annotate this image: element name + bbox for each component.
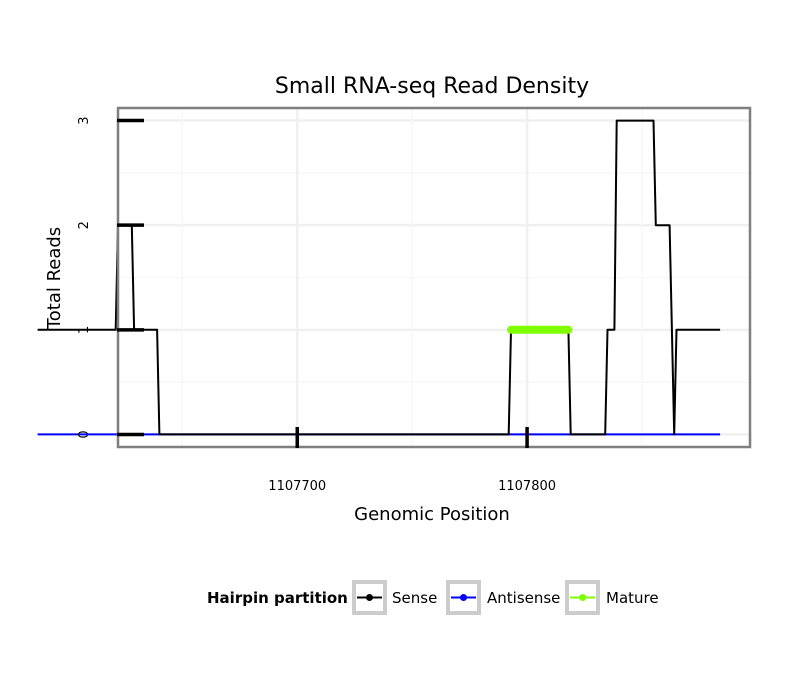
series-layer	[37, 119, 721, 436]
legend-label-mature: Mature	[606, 589, 659, 607]
legend-key-mature-dot	[579, 594, 586, 601]
legend-item-antisense: Antisense	[446, 580, 560, 615]
y-axis-label: Total Reads	[44, 227, 65, 330]
y-tick-label-2: 2	[77, 221, 92, 229]
legend-item-mature: Mature	[565, 580, 659, 615]
y-axis: 0 1 2 3	[77, 116, 144, 439]
x-axis-label: Genomic Position	[354, 504, 510, 525]
legend: Hairpin partition Sense Antisense Mature	[207, 580, 659, 615]
y-tick-label-3: 3	[77, 116, 92, 124]
series-line-sense	[37, 119, 721, 436]
legend-title: Hairpin partition	[207, 589, 348, 607]
x-tick-label-1: 1107700	[268, 479, 326, 494]
x-axis: 1107800 1107700	[268, 427, 556, 494]
legend-key-sense-dot	[366, 594, 373, 601]
y-tick-label-1: 1	[77, 326, 92, 334]
legend-label-sense: Sense	[392, 589, 437, 607]
chart-title: Small RNA-seq Read Density	[275, 74, 589, 99]
legend-item-sense: Sense	[352, 580, 437, 615]
legend-key-antisense-dot	[460, 594, 467, 601]
y-tick-label-0: 0	[77, 430, 92, 438]
x-tick-label-0: 1107800	[498, 479, 556, 494]
legend-label-antisense: Antisense	[487, 589, 560, 607]
plot-panel-border	[116, 106, 752, 449]
